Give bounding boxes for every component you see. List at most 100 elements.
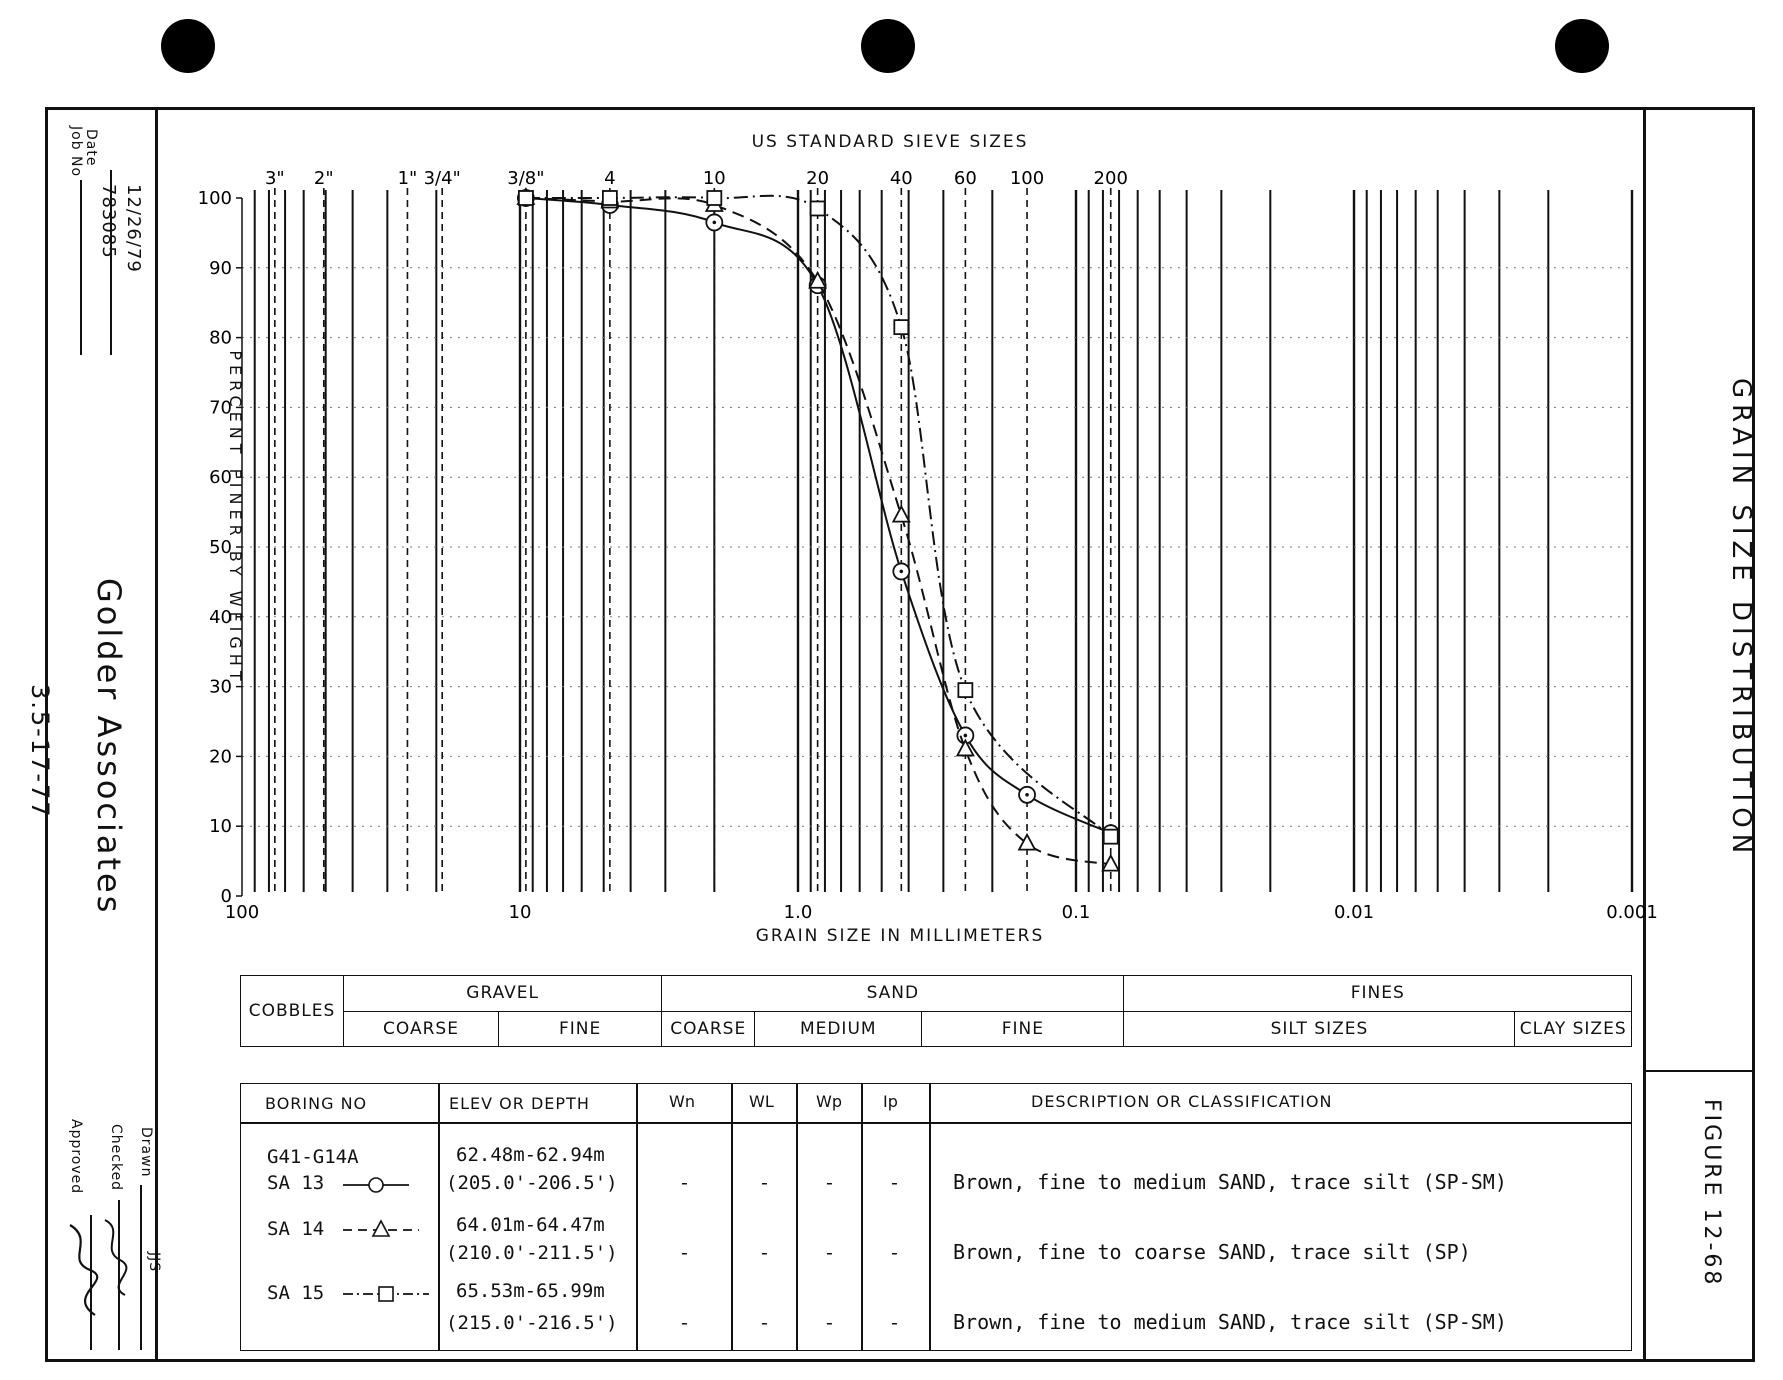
row1-ip: - (891, 1172, 898, 1194)
sieve-label: 40 (890, 168, 913, 189)
sand-coarse-cell: COARSE (661, 1010, 756, 1047)
sieve-label: 3/8" (507, 168, 544, 189)
row3-depth: (215.0'-216.5') (446, 1312, 618, 1334)
data-point-triangle (1101, 853, 1121, 872)
row2-sample: SA 14 (267, 1218, 325, 1240)
drawn-underline (140, 1185, 142, 1350)
punch-hole-left (161, 19, 215, 73)
data-point-square (706, 190, 723, 206)
row1-wp: - (826, 1172, 833, 1194)
y-tick-label: 100 (198, 188, 232, 209)
top-axis-label: US STANDARD SIEVE SIZES (751, 132, 1029, 152)
row2-wl: - (761, 1242, 768, 1264)
data-point-square (601, 190, 618, 206)
sieve-label: 60 (954, 168, 977, 189)
data-point-square (957, 682, 974, 698)
header-wp: Wp (816, 1092, 842, 1111)
row3-legend-square-icon (343, 1286, 429, 1302)
x-tick-label: 0.01 (1334, 902, 1374, 923)
y-tick-label: 20 (209, 746, 232, 767)
data-point-triangle (808, 270, 828, 289)
data-point-circle-center (963, 733, 968, 738)
y-tick-label: 30 (209, 677, 232, 698)
gravel-cell: GRAVEL (342, 975, 663, 1012)
series-line-sa-15 (525, 194, 1112, 838)
header-ip: Ip (883, 1092, 898, 1111)
header-description: DESCRIPTION OR CLASSIFICATION (1031, 1092, 1333, 1111)
sieve-label: 2" (314, 168, 334, 189)
y-tick-label: 80 (209, 328, 232, 349)
boring-number: G41-G14A (267, 1146, 359, 1168)
row1-legend-circle-icon (343, 1177, 409, 1193)
silt-cell: SILT SIZES (1123, 1010, 1516, 1047)
row3-elev: 65.53m-65.99m (456, 1280, 605, 1302)
soil-classification-band: COBBLES GRAVEL SAND FINES COARSE FINE CO… (240, 975, 1632, 1047)
y-tick-label: 90 (209, 258, 232, 279)
x-tick-label: 100 (225, 902, 259, 923)
y-tick-label: 40 (209, 607, 232, 628)
right-column-divider (1643, 107, 1646, 1362)
sieve-label: 3" (265, 168, 285, 189)
row2-wn: - (681, 1242, 688, 1264)
row2-wp: - (826, 1242, 833, 1264)
y-tick-label: 60 (209, 467, 232, 488)
data-point-square (517, 190, 534, 206)
data-point-triangle (1017, 832, 1037, 851)
row1-elev: 62.48m-62.94m (456, 1144, 605, 1166)
sieve-label: 200 (1094, 168, 1128, 189)
row1-description: Brown, fine to medium SAND, trace silt (… (953, 1170, 1507, 1194)
sieve-label: 10 (703, 168, 726, 189)
row1-depth: (205.0'-206.5') (446, 1172, 618, 1194)
data-point-triangle (891, 504, 911, 523)
checked-signature (104, 1219, 128, 1296)
row2-elev: 64.01m-64.47m (456, 1214, 605, 1236)
y-tick-label: 10 (209, 816, 232, 837)
data-point-circle-center (712, 220, 717, 225)
sand-fine-cell: FINE (921, 1010, 1125, 1047)
y-axis-label: PERCENT FINER BY WEIGHT (226, 350, 245, 686)
row3-description: Brown, fine to medium SAND, trace silt (… (953, 1310, 1507, 1334)
x-tick-label: 10 (509, 902, 532, 923)
left-column-divider (155, 107, 158, 1362)
right-column-split (1643, 1070, 1755, 1072)
x-tick-label: 0.001 (1606, 902, 1658, 923)
data-point-square (1102, 828, 1119, 845)
data-point-square (893, 319, 910, 336)
gravel-coarse-cell: COARSE (343, 1010, 499, 1047)
sieve-label: 20 (806, 168, 829, 189)
data-point-triangle (955, 738, 975, 757)
punch-hole-center (861, 19, 915, 73)
row3-wl: - (761, 1312, 768, 1334)
row3-sample: SA 15 (267, 1282, 325, 1304)
x-tick-label: 0.1 (1062, 902, 1091, 923)
data-point-circle-center (1025, 792, 1029, 797)
header-boring-no: BORING NO (265, 1094, 368, 1113)
samples-table: BORING NO ELEV OR DEPTH Wn WL Wp Ip DESC… (240, 1083, 1632, 1351)
approved-underline (90, 1215, 92, 1350)
cobbles-cell: COBBLES (240, 975, 344, 1047)
data-point-square (809, 200, 826, 217)
row3-ip: - (891, 1312, 898, 1334)
sieve-label: 3/4" (424, 168, 461, 189)
row3-wp: - (826, 1312, 833, 1334)
row1-wl: - (761, 1172, 768, 1194)
header-wl: WL (749, 1092, 774, 1111)
row1-sample: SA 13 (267, 1172, 325, 1194)
row2-description: Brown, fine to coarse SAND, trace silt (… (953, 1240, 1471, 1264)
date-underline (110, 170, 112, 355)
row2-depth: (210.0'-211.5') (446, 1242, 618, 1264)
sieve-label: 4 (604, 168, 615, 189)
row2-ip: - (891, 1242, 898, 1264)
y-tick-label: 0 (221, 886, 232, 907)
y-tick-label: 50 (209, 537, 232, 558)
series-line-sa-14 (525, 197, 1111, 866)
x-axis-label: GRAIN SIZE IN MILLIMETERS (755, 926, 1045, 946)
checked-underline (118, 1200, 120, 1350)
y-tick-label: 70 (209, 397, 232, 418)
clay-cell: CLAY SIZES (1514, 1010, 1632, 1047)
x-tick-label: 1.0 (784, 902, 813, 923)
punch-hole-right (1555, 19, 1609, 73)
gravel-fine-cell: FINE (497, 1010, 663, 1047)
row3-wn: - (681, 1312, 688, 1334)
